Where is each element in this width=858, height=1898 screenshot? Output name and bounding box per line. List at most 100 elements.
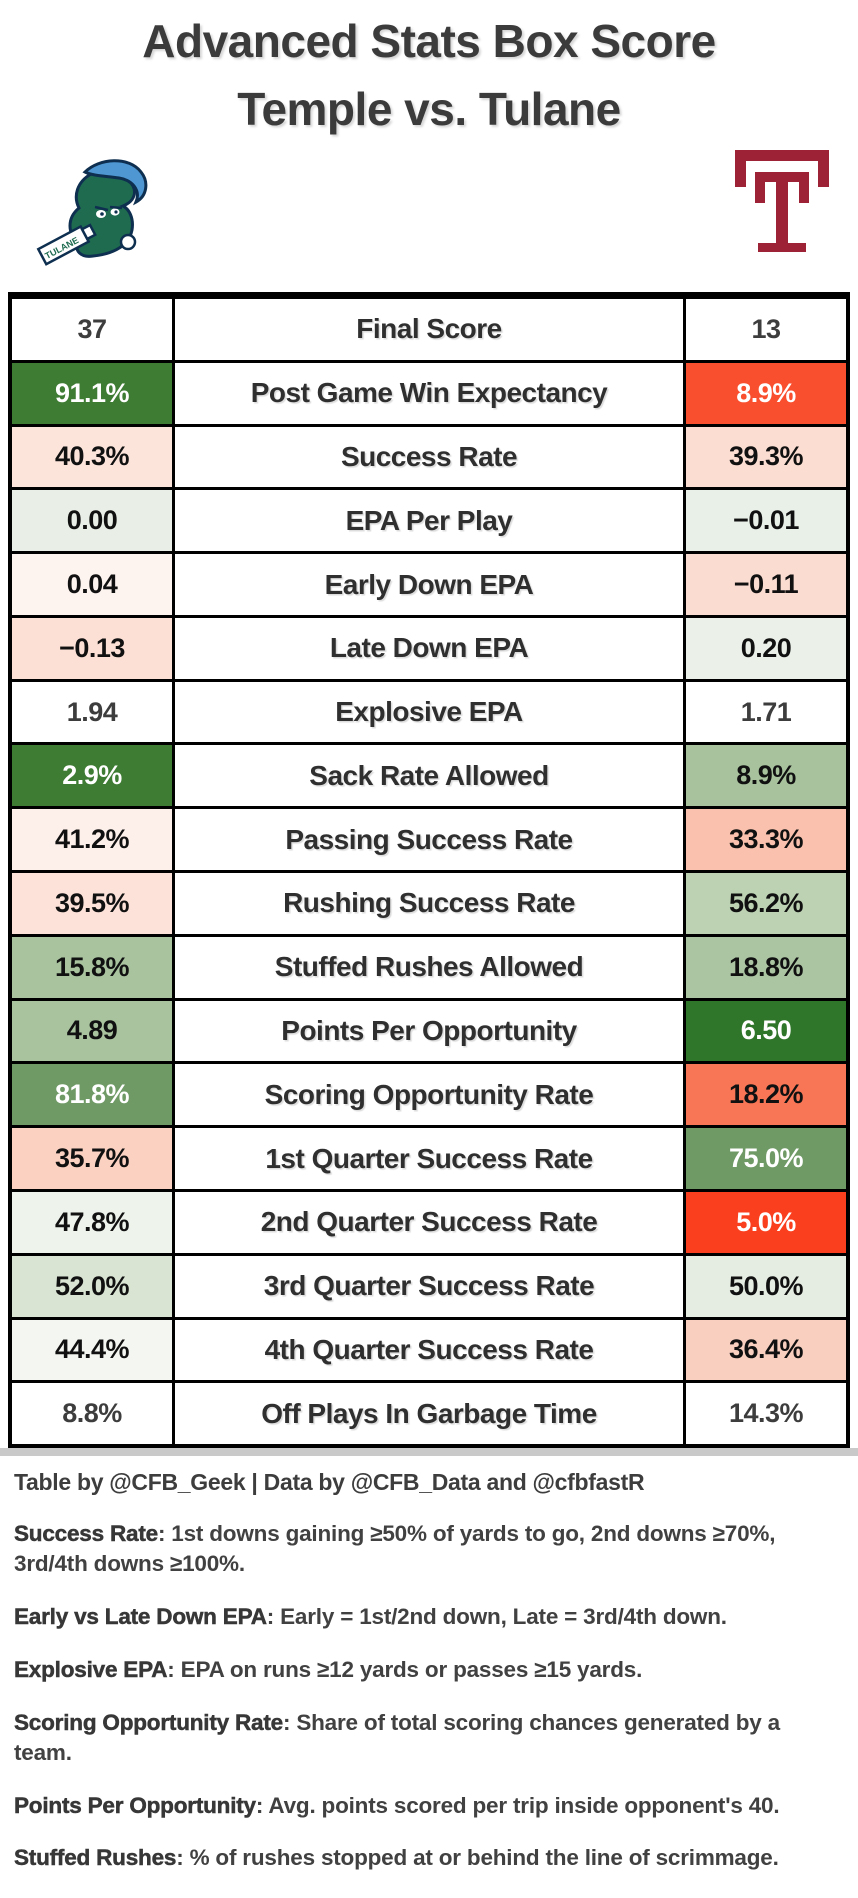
temple-value-cell: 36.4% — [686, 1319, 846, 1381]
temple-value-cell: 18.8% — [686, 936, 846, 998]
temple-value-cell: 6.50 — [686, 1000, 846, 1062]
footnote-term: Stuffed Rushes — [14, 1845, 177, 1871]
megaphone: TULANE — [36, 223, 97, 266]
tulane-value-cell: 15.8% — [12, 936, 172, 998]
footnote-term: Scoring Opportunity Rate — [14, 1709, 284, 1735]
tulane-value-cell: 2.9% — [12, 745, 172, 807]
metric-label: 2nd Quarter Success Rate — [172, 1191, 686, 1253]
tulane-value-cell: 81.8% — [12, 1064, 172, 1126]
table-row: 0.04 Early Down EPA −0.11 — [12, 551, 846, 615]
table-row: 1.94 Explosive EPA 1.71 — [12, 678, 846, 743]
metric-label: EPA Per Play — [172, 490, 686, 552]
table-row: 91.1% Post Game Win Expectancy 8.9% — [12, 359, 846, 424]
temple-value-cell: 8.9% — [686, 745, 846, 807]
metric-label: Scoring Opportunity Rate — [172, 1064, 686, 1126]
footnote-text: : Share of total scoring chances generat… — [14, 1709, 780, 1765]
metric-label: 3rd Quarter Success Rate — [172, 1255, 686, 1317]
tulane-value-cell: −0.13 — [12, 617, 172, 679]
temple-value-cell: 5.0% — [686, 1191, 846, 1253]
metric-label: Rushing Success Rate — [172, 873, 686, 934]
metric-label: Passing Success Rate — [172, 809, 686, 871]
footnote-list: Success Rate: 1st downs gaining ≥50% of … — [14, 1519, 838, 1873]
wave-fist — [119, 233, 137, 251]
table-row: 81.8% Scoring Opportunity Rate 18.2% — [12, 1061, 846, 1126]
metric-label: Post Game Win Expectancy — [172, 362, 686, 424]
tulane-value-cell: 37 — [12, 299, 172, 360]
metric-label: 4th Quarter Success Rate — [172, 1319, 686, 1381]
metric-label: Final Score — [172, 299, 686, 360]
temple-value-cell: 14.3% — [686, 1383, 846, 1445]
table-row: 35.7% 1st Quarter Success Rate 75.0% — [12, 1125, 846, 1189]
footnote-term: Explosive EPA — [14, 1656, 168, 1683]
tulane-value-cell: 4.89 — [12, 1000, 172, 1062]
footnote: Scoring Opportunity Rate: Share of total… — [14, 1708, 806, 1768]
wave-pupil — [100, 212, 104, 216]
temple-value-cell: 8.9% — [686, 362, 846, 424]
wave-pupil — [114, 210, 118, 214]
footnote: Stuffed Rushes: % of rushes stopped at o… — [14, 1843, 806, 1873]
temple-t-icon — [735, 150, 829, 252]
table-row: 0.00 EPA Per Play −0.01 — [12, 487, 846, 552]
tulane-green-wave-icon: TULANE — [36, 159, 148, 266]
metric-label: Explosive EPA — [172, 681, 686, 743]
tulane-value-cell: 91.1% — [12, 362, 172, 424]
table-row: 40.3% Success Rate 39.3% — [12, 423, 846, 488]
temple-value-cell: 75.0% — [686, 1128, 846, 1189]
footnote-text: : Early = 1st/2nd down, Late = 3rd/4th d… — [266, 1603, 727, 1629]
table-row: 37 Final Score 13 — [12, 299, 846, 360]
footnote: Success Rate: 1st downs gaining ≥50% of … — [14, 1519, 806, 1579]
metric-label: Late Down EPA — [172, 617, 686, 679]
temple-t-glyph — [735, 150, 829, 252]
wave-crest — [82, 159, 148, 206]
tulane-value-cell: 40.3% — [12, 426, 172, 488]
footnote-term: Success Rate — [14, 1521, 159, 1547]
footnote-text: : EPA on runs ≥12 yards or passes ≥15 ya… — [167, 1656, 643, 1682]
megaphone-mouthpiece — [80, 223, 97, 241]
table-row: −0.13 Late Down EPA 0.20 — [12, 614, 846, 679]
temple-value-cell: −0.11 — [686, 554, 846, 615]
matchup-subtitle: Temple vs. Tulane — [237, 83, 621, 135]
footnote-text: : Avg. points scored per trip inside opp… — [255, 1792, 780, 1818]
table-row: 47.8% 2nd Quarter Success Rate 5.0% — [12, 1188, 846, 1253]
tulane-value-cell: 47.8% — [12, 1191, 172, 1253]
footnote: Explosive EPA: EPA on runs ≥12 yards or … — [14, 1655, 806, 1685]
tulane-value-cell: 8.8% — [12, 1383, 172, 1445]
metric-label: 1st Quarter Success Rate — [172, 1128, 686, 1189]
metric-label: Stuffed Rushes Allowed — [172, 936, 686, 998]
temple-value-cell: 39.3% — [686, 426, 846, 488]
tulane-value-cell: 41.2% — [12, 809, 172, 871]
temple-value-cell: 13 — [686, 299, 846, 360]
stats-table: 37 Final Score 13 91.1% Post Game Win Ex… — [8, 292, 850, 1448]
table-row: 15.8% Stuffed Rushes Allowed 18.8% — [12, 933, 846, 998]
page-title: Advanced Stats Box Score — [142, 15, 716, 67]
temple-t-logo — [731, 148, 833, 258]
temple-value-cell: 18.2% — [686, 1064, 846, 1126]
metric-label: Early Down EPA — [172, 554, 686, 615]
footnote: Points Per Opportunity: Avg. points scor… — [14, 1791, 806, 1821]
tulane-value-cell: 39.5% — [12, 873, 172, 934]
tulane-value-cell: 52.0% — [12, 1255, 172, 1317]
footnote-term: Early vs Late Down EPA — [14, 1603, 267, 1630]
table-row: 2.9% Sack Rate Allowed 8.9% — [12, 742, 846, 807]
temple-value-cell: 56.2% — [686, 873, 846, 934]
tulane-green-wave-logo: TULANE — [28, 156, 170, 266]
table-row: 41.2% Passing Success Rate 33.3% — [12, 806, 846, 871]
tulane-value-cell: 44.4% — [12, 1319, 172, 1381]
footnote-term: Points Per Opportunity — [14, 1792, 257, 1818]
temple-value-cell: 1.71 — [686, 681, 846, 743]
tulane-value-cell: 35.7% — [12, 1128, 172, 1189]
temple-value-cell: −0.01 — [686, 490, 846, 552]
table-row: 44.4% 4th Quarter Success Rate 36.4% — [12, 1316, 846, 1381]
tulane-value-cell: 0.04 — [12, 554, 172, 615]
footer-divider — [0, 1448, 858, 1456]
wave-brow — [94, 205, 123, 212]
temple-value-cell: 50.0% — [686, 1255, 846, 1317]
temple-value-cell: 0.20 — [686, 617, 846, 679]
table-row: 8.8% Off Plays In Garbage Time 14.3% — [12, 1380, 846, 1445]
tulane-value-cell: 0.00 — [12, 490, 172, 552]
table-row: 52.0% 3rd Quarter Success Rate 50.0% — [12, 1252, 846, 1317]
temple-value-cell: 33.3% — [686, 809, 846, 871]
tulane-value-cell: 1.94 — [12, 681, 172, 743]
footnote: Early vs Late Down EPA: Early = 1st/2nd … — [14, 1602, 806, 1632]
credit-line: Table by @CFB_Geek | Data by @CFB_Data a… — [14, 1469, 645, 1495]
